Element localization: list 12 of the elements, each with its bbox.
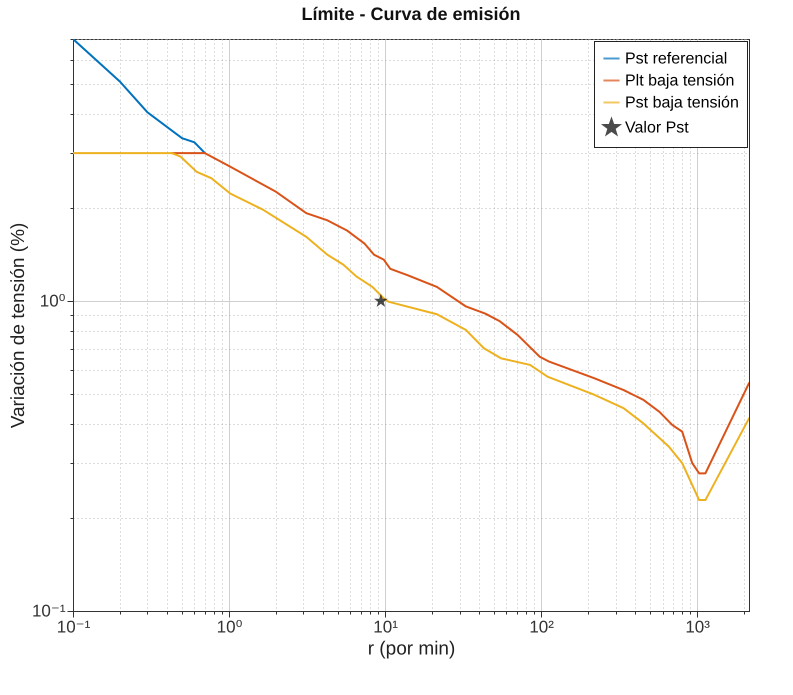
x-tick-label: 10³ <box>685 618 710 636</box>
legend-label: Pst referencial <box>625 50 728 68</box>
legend-label: Pst baja tensión <box>625 94 739 112</box>
x-tick-label: 10⁰ <box>216 618 243 636</box>
x-tick-label: 10¹ <box>373 618 398 636</box>
legend-label: Valor Pst <box>625 120 690 136</box>
legend-label: Plt baja tensión <box>625 72 734 90</box>
chart-title: Límite - Curva de emisión <box>301 4 521 24</box>
x-tick-label: 10⁻¹ <box>56 618 91 636</box>
y-axis-title: Variación de tensión (%) <box>8 222 29 428</box>
x-axis-title: r (por min) <box>368 638 456 660</box>
x-tick-label: 10² <box>529 618 554 636</box>
